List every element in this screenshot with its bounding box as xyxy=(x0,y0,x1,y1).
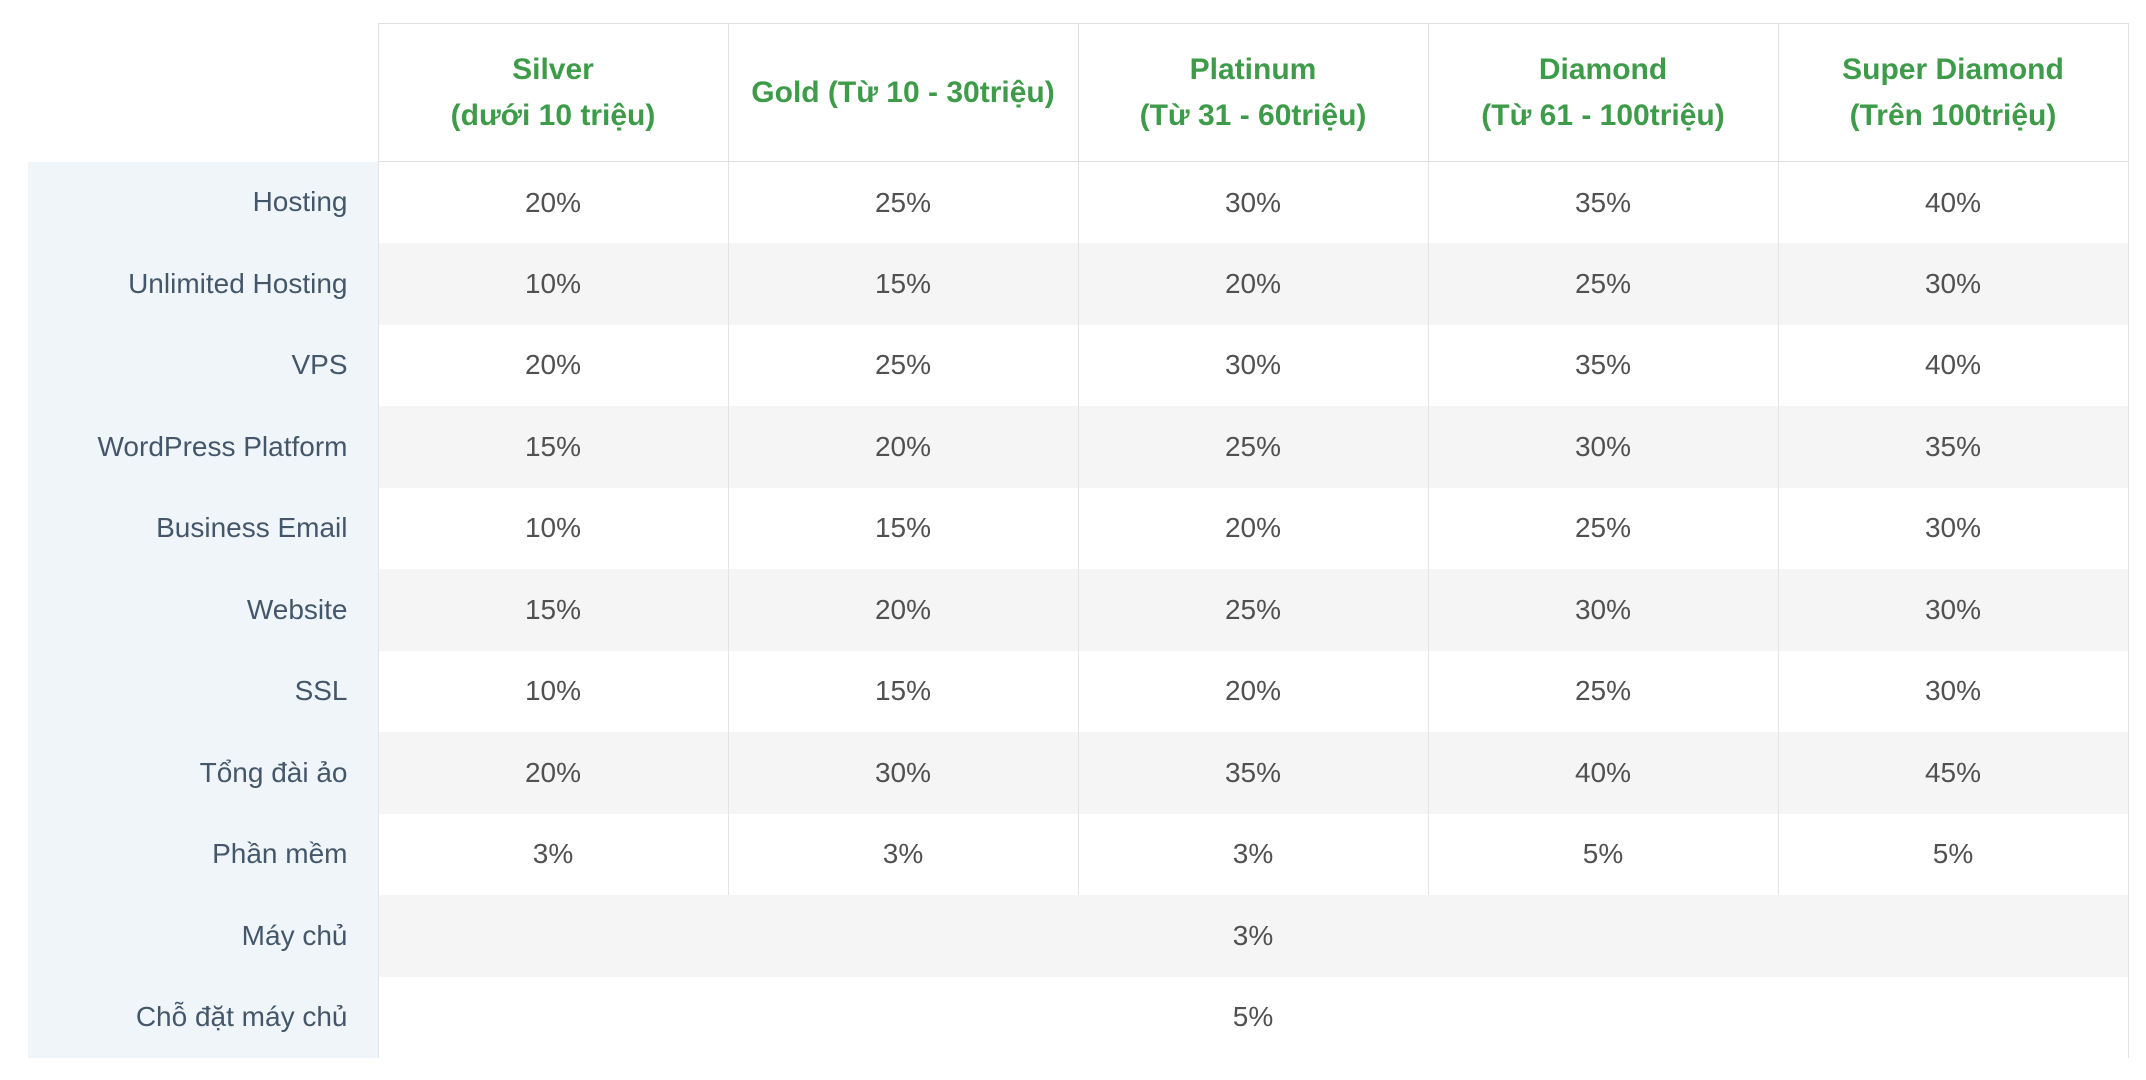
commission-rate-table: Silver (dưới 10 triệu) Gold (Từ 10 - 30t… xyxy=(28,23,2129,1058)
rate-cell: 15% xyxy=(377,406,729,488)
tier-header-silver: Silver (dưới 10 triệu) xyxy=(377,23,729,162)
rate-cell: 40% xyxy=(1777,324,2129,406)
row-label: Chỗ đặt máy chủ xyxy=(28,976,378,1058)
tier-header-gold: Gold (Từ 10 - 30triệu) xyxy=(727,23,1079,162)
row-label: Business Email xyxy=(28,487,378,569)
row-tong-dai-ao: Tổng đài ảo 20% 30% 35% 40% 45% xyxy=(28,732,2129,814)
rate-cell: 20% xyxy=(727,569,1079,651)
tier-range: (Trên 100triệu) xyxy=(1849,98,2057,132)
tier-range: (Từ 61 - 100triệu) xyxy=(1481,98,1725,132)
tier-header-platinum: Platinum (Từ 31 - 60triệu) xyxy=(1077,23,1429,162)
rate-cell: 20% xyxy=(377,732,729,814)
rate-cell: 45% xyxy=(1777,732,2129,814)
row-phan-mem: Phần mềm 3% 3% 3% 5% 5% xyxy=(28,813,2129,895)
rate-cell: 10% xyxy=(377,650,729,732)
row-business-email: Business Email 10% 15% 20% 25% 30% xyxy=(28,487,2129,569)
rate-cell: 20% xyxy=(1077,650,1429,732)
rate-cell: 35% xyxy=(1077,732,1429,814)
rate-cell: 40% xyxy=(1427,732,1779,814)
rate-cell: 5% xyxy=(1777,813,2129,895)
row-label: WordPress Platform xyxy=(28,406,378,488)
rate-cell: 25% xyxy=(1077,406,1429,488)
rate-cell: 25% xyxy=(1427,487,1779,569)
rate-cell-merged: 3% xyxy=(377,895,2129,977)
rate-cell: 30% xyxy=(727,732,1079,814)
rate-cell: 35% xyxy=(1427,161,1779,243)
rate-cell: 30% xyxy=(1427,569,1779,651)
tier-range: (Từ 31 - 60triệu) xyxy=(1139,98,1367,132)
row-ssl: SSL 10% 15% 20% 25% 30% xyxy=(28,650,2129,732)
tier-name: Silver xyxy=(512,52,594,86)
rate-cell: 30% xyxy=(1777,569,2129,651)
tier-range: (dưới 10 triệu) xyxy=(450,98,656,132)
row-label: Tổng đài ảo xyxy=(28,732,378,814)
rate-cell: 25% xyxy=(727,161,1079,243)
rate-cell-merged: 5% xyxy=(377,976,2129,1058)
rate-cell: 25% xyxy=(1427,243,1779,325)
rate-cell: 30% xyxy=(1077,324,1429,406)
row-unlimited-hosting: Unlimited Hosting 10% 15% 20% 25% 30% xyxy=(28,243,2129,325)
rate-cell: 25% xyxy=(1077,569,1429,651)
rate-cell: 25% xyxy=(727,324,1079,406)
tier-name: Gold (Từ 10 - 30triệu) xyxy=(751,75,1055,109)
tier-name: Super Diamond xyxy=(1842,52,2064,86)
rate-cell: 20% xyxy=(377,324,729,406)
rate-cell: 20% xyxy=(1077,487,1429,569)
rate-cell: 25% xyxy=(1427,650,1779,732)
rate-cell: 30% xyxy=(1077,161,1429,243)
row-hosting: Hosting 20% 25% 30% 35% 40% xyxy=(28,161,2129,243)
rate-cell: 3% xyxy=(377,813,729,895)
rate-cell: 40% xyxy=(1777,161,2129,243)
row-may-chu: Máy chủ 3% xyxy=(28,895,2129,977)
row-label: Máy chủ xyxy=(28,895,378,977)
rate-cell: 5% xyxy=(1427,813,1779,895)
row-label: VPS xyxy=(28,324,378,406)
rate-cell: 35% xyxy=(1427,324,1779,406)
row-vps: VPS 20% 25% 30% 35% 40% xyxy=(28,324,2129,406)
rate-cell: 20% xyxy=(1077,243,1429,325)
rate-cell: 35% xyxy=(1777,406,2129,488)
rate-cell: 30% xyxy=(1777,487,2129,569)
row-wordpress-platform: WordPress Platform 15% 20% 25% 30% 35% xyxy=(28,406,2129,488)
rate-cell: 30% xyxy=(1777,243,2129,325)
row-label: Unlimited Hosting xyxy=(28,243,378,325)
row-website: Website 15% 20% 25% 30% 30% xyxy=(28,569,2129,651)
rate-cell: 15% xyxy=(727,243,1079,325)
rate-cell: 30% xyxy=(1777,650,2129,732)
rate-cell: 20% xyxy=(727,406,1079,488)
row-label: SSL xyxy=(28,650,378,732)
tier-header-super-diamond: Super Diamond (Trên 100triệu) xyxy=(1777,23,2129,162)
rate-cell: 10% xyxy=(377,243,729,325)
rate-cell: 30% xyxy=(1427,406,1779,488)
row-cho-dat-may-chu: Chỗ đặt máy chủ 5% xyxy=(28,976,2129,1058)
row-label: Hosting xyxy=(28,161,378,243)
row-label: Phần mềm xyxy=(28,813,378,895)
tier-header-row: Silver (dưới 10 triệu) Gold (Từ 10 - 30t… xyxy=(28,23,2129,162)
rate-cell: 20% xyxy=(377,161,729,243)
tier-name: Platinum xyxy=(1189,52,1317,86)
row-label: Website xyxy=(28,569,378,651)
tier-header-diamond: Diamond (Từ 61 - 100triệu) xyxy=(1427,23,1779,162)
rate-cell: 3% xyxy=(1077,813,1429,895)
rate-cell: 15% xyxy=(727,487,1079,569)
tier-name: Diamond xyxy=(1538,52,1668,86)
rate-cell: 3% xyxy=(727,813,1079,895)
rate-cell: 10% xyxy=(377,487,729,569)
corner-empty-cell xyxy=(28,24,378,162)
rate-cell: 15% xyxy=(377,569,729,651)
rate-cell: 15% xyxy=(727,650,1079,732)
